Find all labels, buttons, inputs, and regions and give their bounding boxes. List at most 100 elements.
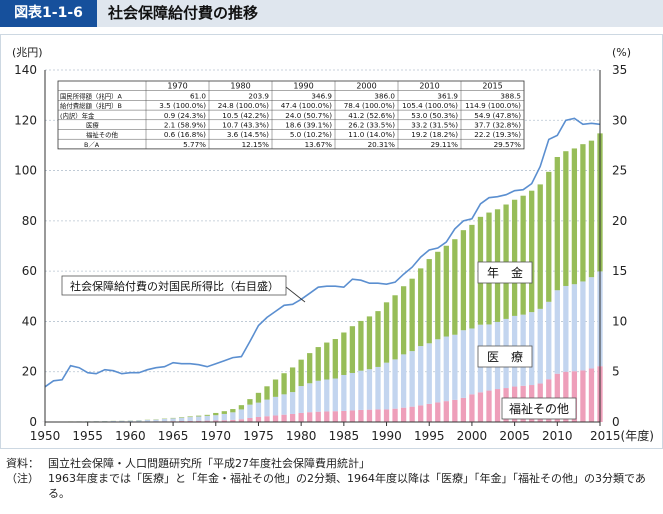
figure-header: 図表1-1-6 社会保障給付費の推移 — [0, 0, 663, 27]
bar-medical — [136, 420, 142, 422]
bar-pension — [392, 295, 398, 360]
table-frame — [57, 80, 525, 150]
bar-medical — [238, 409, 245, 420]
pension-label-box — [477, 261, 533, 284]
bar-pension — [443, 245, 449, 337]
bar-welfare — [418, 405, 424, 422]
bar-medical — [289, 392, 296, 414]
ratio-label-leader — [285, 286, 306, 303]
x-tick-label: 1965 — [158, 429, 189, 443]
bar-pension — [230, 409, 236, 413]
bar-pension — [255, 392, 262, 403]
bar-welfare — [230, 419, 236, 422]
bar-pension — [511, 199, 518, 316]
table-cell: 0.6 (16.8%) — [164, 130, 206, 139]
table-cell: 53.0 (50.3%) — [411, 111, 458, 120]
x-tick-label: 2005 — [499, 429, 530, 443]
bar-medical — [221, 413, 227, 421]
note-remark: （注） 1963年度までは「医療」と「年金・福祉その他」の2分類、1964年度以… — [6, 471, 656, 501]
bar-medical — [400, 354, 407, 408]
bar-welfare — [383, 409, 390, 422]
bar-medical — [460, 330, 467, 398]
bar-welfare — [443, 401, 449, 422]
table-cell: 47.4 (100.0%) — [281, 101, 332, 110]
table-cell: 54.9 (47.8%) — [474, 111, 521, 120]
bar-welfare — [289, 413, 296, 422]
y-left-tick-label: 40 — [22, 314, 37, 328]
table-cell: 3.6 (14.5%) — [227, 130, 269, 139]
bar-medical — [144, 420, 151, 422]
table-cell: 114.9 (100.0%) — [465, 101, 521, 110]
bar-pension — [298, 359, 304, 387]
table-cell: 5.0 (10.2%) — [290, 130, 332, 139]
table-cell: 29.57% — [494, 140, 522, 149]
pension-label: 年 金 — [487, 265, 523, 280]
bar-pension — [324, 342, 330, 380]
ratio-line-layer — [44, 117, 601, 388]
bar-pension — [349, 326, 356, 373]
x-tick-label: 1950 — [30, 429, 61, 443]
bar-welfare — [196, 420, 202, 422]
bar-welfare — [349, 410, 356, 422]
table-cell: 5.77% — [183, 140, 206, 149]
x-tick-label: 2010 — [542, 429, 573, 443]
table-cell: 33.2 (31.5%) — [411, 121, 458, 130]
bar-medical — [298, 386, 304, 413]
bar-pension — [341, 332, 347, 375]
bar-medical — [170, 418, 176, 422]
table-cell: 20.31% — [368, 140, 396, 149]
bar-welfare — [580, 370, 586, 422]
bar-medical — [358, 370, 364, 410]
table-header: 2000 — [356, 82, 376, 91]
table-header: 1970 — [167, 82, 187, 91]
table-header: 2010 — [419, 82, 439, 91]
chart-notes: 資料： 国立社会保障・人口問題研究所「平成27年度社会保障費用統計」 （注） 1… — [6, 456, 656, 501]
bar-medical — [127, 420, 134, 422]
bar-pension — [418, 268, 424, 347]
bar-pension — [264, 386, 270, 400]
medical-label-box — [477, 345, 533, 368]
y-left-tick-label: 20 — [22, 365, 37, 379]
bar-medical — [264, 399, 270, 417]
table-cell: 3.5 (100.0%) — [159, 101, 206, 110]
bar-welfare — [400, 407, 407, 422]
note-remark-text: 1963年度までは「医療」と「年金・福祉その他」の2分類、1964年度以降は「医… — [48, 472, 646, 500]
bar-pension — [529, 190, 535, 313]
bar-pension — [469, 224, 475, 329]
bar-medical — [153, 419, 159, 422]
table-cell: 105.4 (100.0%) — [402, 101, 458, 110]
y-right-tick-label: 0 — [612, 415, 620, 429]
bar-medical — [230, 412, 236, 420]
bar-medical — [307, 383, 313, 413]
x-tick-label: 1955 — [72, 429, 103, 443]
bar-medical — [409, 351, 415, 407]
table-cell: 388.5 — [500, 91, 521, 100]
table-cell: 11.0 (14.0%) — [348, 130, 395, 139]
figure-title: 社会保障給付費の推移 — [108, 4, 259, 22]
table-cell: 24.8 (100.0%) — [218, 101, 269, 110]
bar-medical — [392, 359, 398, 409]
bar-welfare — [264, 416, 270, 422]
bar-welfare — [426, 403, 432, 422]
bar-medical — [469, 328, 475, 395]
table-cell: 2.1 (58.9%) — [164, 121, 206, 130]
bar-pension — [178, 417, 185, 418]
bar-pension — [452, 239, 458, 335]
bar-welfare — [315, 411, 321, 422]
bar-pension — [400, 286, 407, 355]
x-tick-label: 2000 — [457, 429, 488, 443]
y-right-tick-label: 5 — [612, 365, 620, 379]
y-right-tick-label: 30 — [612, 113, 627, 127]
bar-pension — [375, 311, 381, 367]
x-tick-label: 1970 — [200, 429, 231, 443]
table-cell: 0.9 (24.3%) — [164, 111, 206, 120]
ratio-line — [44, 117, 601, 388]
bar-medical — [418, 346, 424, 406]
bar-pension — [520, 195, 526, 315]
bar-pension — [221, 411, 227, 414]
bar-pension — [366, 316, 373, 370]
x-tick-label: 1980 — [286, 429, 317, 443]
chart-svg: 0 20 40 60 80 100 120 140 0 5 10 15 20 25 30 35 (兆円) (%) 1… — [12, 46, 654, 443]
bar-pension — [238, 405, 245, 410]
bar-welfare — [221, 420, 227, 422]
